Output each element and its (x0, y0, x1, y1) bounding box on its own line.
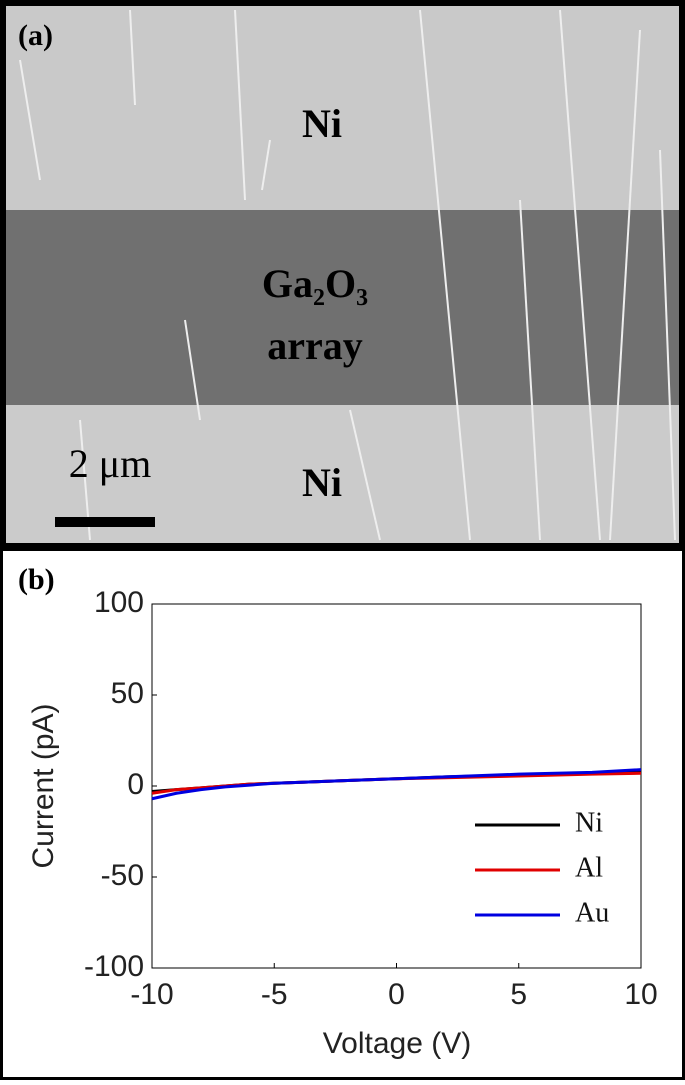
x-tick-label: -5 (261, 978, 288, 1011)
electrode-label: Ni (302, 101, 342, 146)
panel-b-border (0, 548, 685, 1080)
legend-label: Al (575, 852, 603, 883)
x-tick-label: -10 (130, 978, 173, 1011)
x-axis-label: Voltage (V) (323, 1027, 471, 1060)
x-tick-label: 0 (388, 978, 405, 1011)
y-tick-label: 100 (94, 586, 144, 619)
y-tick-label: -50 (101, 859, 144, 892)
x-tick-label: 10 (624, 978, 657, 1011)
scale-label: 2 μm (69, 441, 152, 486)
legend-label: Ni (575, 807, 603, 838)
electrode-label: Ni (302, 460, 342, 505)
legend-label: Au (575, 897, 609, 928)
nanowires (19, 9, 676, 541)
y-tick-label: 0 (127, 768, 144, 801)
channel (6, 210, 679, 405)
sem-image (0, 0, 685, 548)
series-line (151, 768, 642, 801)
y-tick-label: -100 (84, 950, 144, 983)
scale-bar (55, 517, 155, 527)
panel-label: (b) (18, 563, 55, 596)
x-tick-label: 5 (510, 978, 527, 1011)
channel-label: array (267, 323, 363, 368)
panel-label: (a) (18, 19, 53, 52)
electrode-top (6, 6, 679, 210)
channel-label: Ga₂O₃ (262, 261, 368, 306)
y-tick-label: 50 (111, 677, 144, 710)
y-axis-label: Current (pA) (27, 703, 60, 868)
